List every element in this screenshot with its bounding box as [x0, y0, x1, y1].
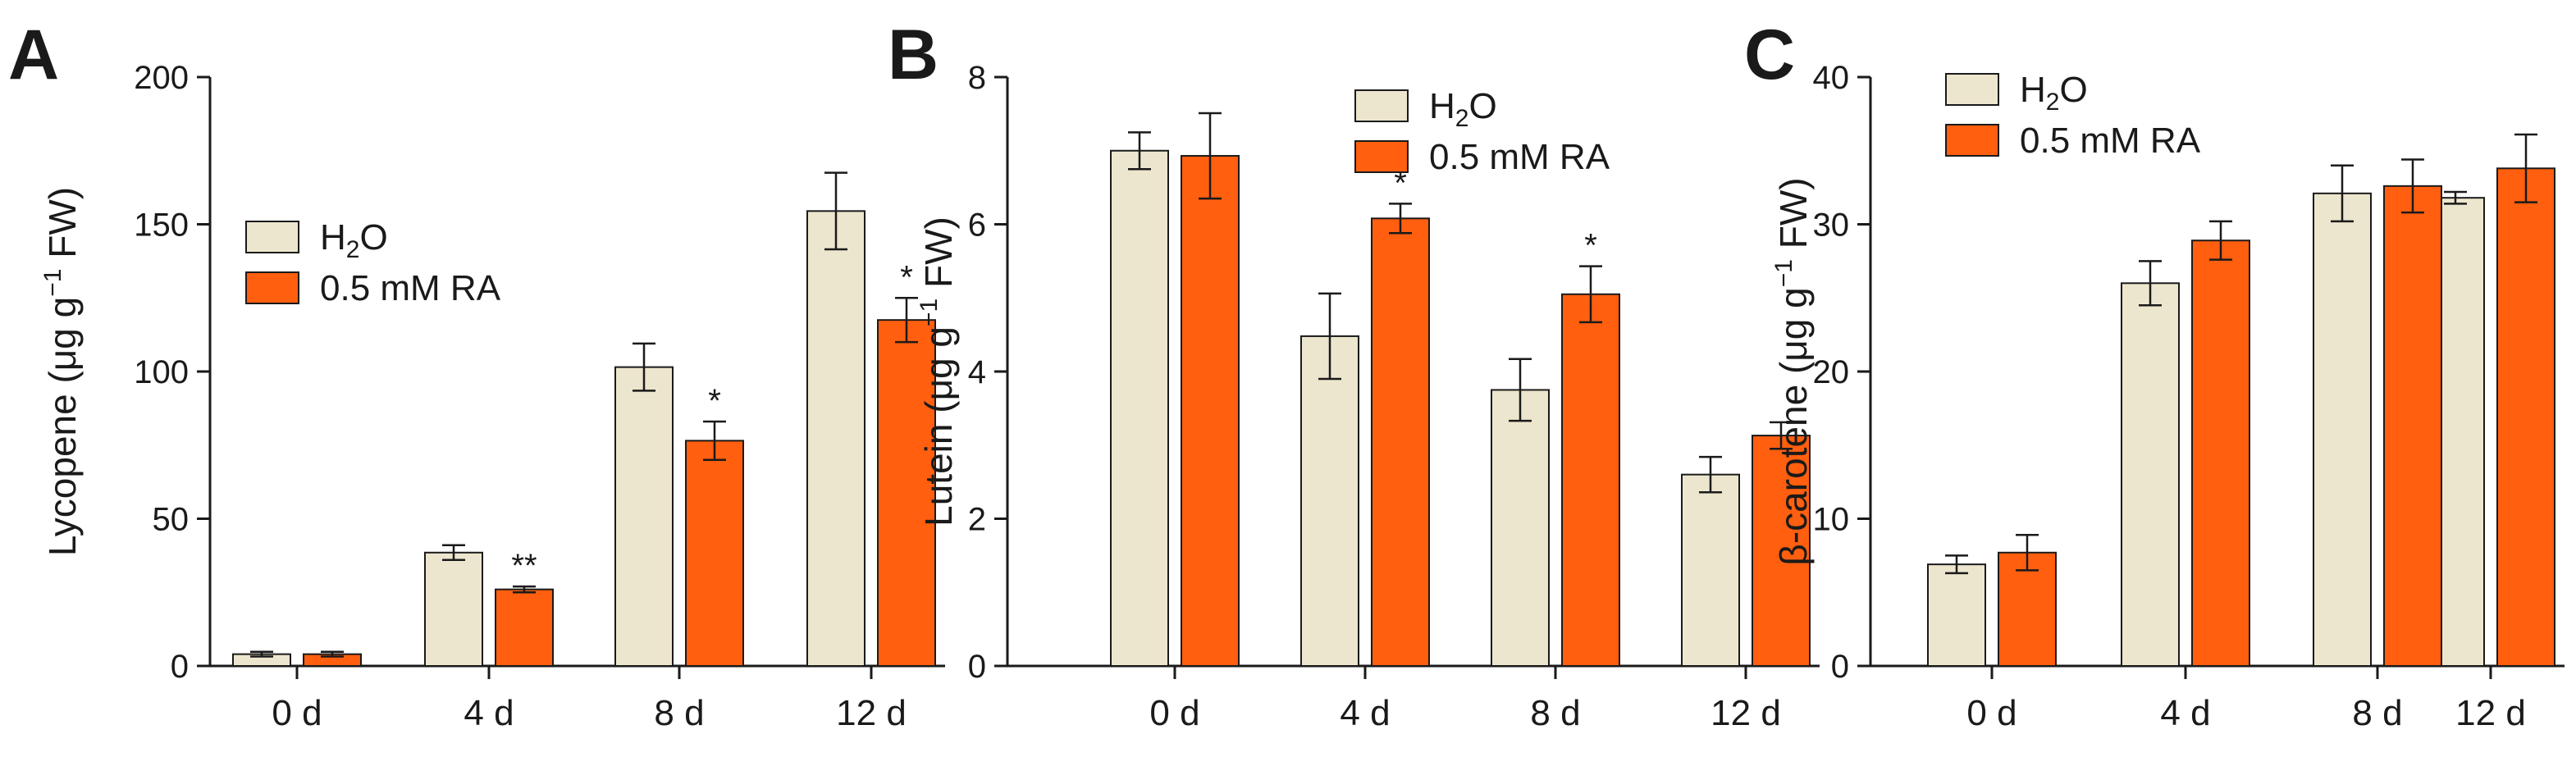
panel-letter: B — [888, 16, 939, 94]
y-tick-label: 6 — [968, 207, 986, 244]
legend-swatch-ra — [1354, 140, 1409, 173]
legend-h2o-end: O — [1468, 86, 1496, 126]
bar-ra — [2191, 239, 2250, 667]
significance-mark: * — [900, 259, 913, 295]
y-tick-label: 2 — [968, 502, 986, 538]
y-tick-label: 40 — [1813, 60, 1850, 96]
significance-mark: ** — [511, 548, 537, 584]
y-axis-label-close: FW) — [917, 217, 960, 299]
x-tick-label: 0 d — [272, 693, 322, 733]
y-tick-label: 200 — [134, 60, 189, 96]
y-axis-label: Lycopene (μg g−1 FW) — [39, 187, 84, 556]
x-tick-label: 12 d — [2455, 693, 2526, 733]
bar-h2o — [1681, 473, 1740, 668]
legend: H2O 0.5 mM RA — [245, 217, 501, 308]
legend-label-h2o: H2O — [1429, 86, 1497, 132]
bar-ra — [685, 440, 744, 667]
y-axis-label-sup: −1 — [916, 299, 943, 326]
y-axis-label-close: FW) — [1772, 177, 1815, 259]
bar-ra — [2383, 185, 2442, 667]
x-tick-label: 0 d — [1149, 693, 1199, 733]
y-axis-label-sup: −1 — [39, 269, 66, 297]
panel-c: C 0 10 20 30 40 0 d 4 d 8 d 12 d β-carotene (μg g−… — [1744, 16, 2565, 733]
legend-h2o-base: H — [320, 217, 346, 258]
panel-letter: A — [8, 16, 59, 94]
y-axis-label-unit: (μg g — [917, 326, 960, 424]
bar-h2o — [614, 366, 674, 667]
x-tick-label: 12 d — [836, 693, 907, 733]
bar-ra — [1371, 217, 1430, 667]
legend-h2o-sub: 2 — [2046, 89, 2060, 116]
legend-h2o-base: H — [1429, 86, 1455, 126]
legend-label-h2o: H2O — [320, 217, 388, 263]
y-tick-label: 150 — [134, 207, 189, 244]
significance-mark: * — [1394, 165, 1407, 201]
bar-ra — [2496, 167, 2555, 668]
legend-label-ra: 0.5 mM RA — [2020, 121, 2201, 161]
x-tick-label: 0 d — [1966, 693, 2016, 733]
legend-h2o-sub: 2 — [1455, 105, 1469, 132]
y-tick-label: 0 — [1831, 649, 1849, 685]
legend-label-h2o: H2O — [2020, 70, 2088, 116]
x-tick-label: 12 d — [1710, 693, 1781, 733]
y-tick-label: 30 — [1813, 207, 1850, 244]
legend-swatch-h2o — [1354, 89, 1409, 122]
bar-h2o — [1927, 563, 1986, 668]
bar-ra — [1181, 155, 1240, 668]
panel-letter: C — [1744, 16, 1795, 94]
bar-ra — [1561, 293, 1620, 667]
y-axis-label: β-carotene (μg g−1 FW) — [1770, 177, 1815, 565]
y-tick-label: 8 — [968, 60, 986, 96]
bar-h2o — [424, 551, 483, 667]
legend-h2o-sub: 2 — [346, 236, 360, 263]
significance-mark: * — [1584, 228, 1597, 264]
bar-ra — [495, 588, 554, 667]
x-tick-label: 8 d — [1530, 693, 1580, 733]
y-tick-label: 0 — [968, 649, 986, 685]
y-axis-label-main: Lutein — [917, 424, 960, 527]
legend-swatch-h2o — [1945, 73, 1999, 106]
legend-label-ra: 0.5 mM RA — [1429, 137, 1610, 177]
y-axis-label-sup: −1 — [1770, 259, 1797, 287]
y-axis-label-unit: (μg g — [1772, 287, 1815, 385]
y-axis-label-close: FW) — [41, 187, 84, 269]
bar-ra — [877, 319, 936, 667]
bar-ra — [1998, 551, 2057, 667]
x-tick-label: 4 d — [2160, 693, 2210, 733]
y-tick-label: 50 — [153, 502, 190, 538]
y-tick-label: 4 — [968, 354, 986, 390]
y-tick-label: 20 — [1813, 354, 1850, 390]
x-tick-label: 4 d — [1340, 693, 1390, 733]
legend-h2o-end: O — [2059, 70, 2087, 110]
y-tick-label: 10 — [1813, 502, 1850, 538]
bar-h2o — [2313, 192, 2372, 667]
y-axis-label: Lutein (μg g−1 FW) — [916, 217, 960, 527]
panel-a: A 0 50 100 150 200 0 d 4 d 8 d 12 d Lycopene (μg g… — [8, 16, 945, 733]
y-axis-label-main: β-carotene — [1772, 385, 1815, 566]
legend-label-ra: 0.5 mM RA — [320, 268, 501, 308]
x-tick-label: 8 d — [654, 693, 704, 733]
bar-h2o — [806, 210, 866, 668]
y-tick-label: 100 — [134, 354, 189, 390]
legend-h2o-base: H — [2020, 70, 2046, 110]
bar-ra — [1752, 435, 1811, 668]
x-tick-label: 8 d — [2352, 693, 2402, 733]
y-tick-label: 0 — [171, 649, 189, 685]
significance-mark: * — [708, 383, 721, 419]
legend: H2O 0.5 mM RA — [1354, 86, 1610, 177]
legend-swatch-h2o — [245, 221, 299, 253]
y-axis-label-main: Lycopene — [41, 394, 84, 556]
legend-h2o-end: O — [359, 217, 387, 258]
legend: H2O 0.5 mM RA — [1945, 70, 2201, 161]
bar-h2o — [1491, 389, 1550, 667]
x-tick-label: 4 d — [464, 693, 514, 733]
bar-h2o — [1300, 335, 1359, 667]
bar-h2o — [1110, 149, 1169, 667]
bar-h2o — [2121, 282, 2180, 667]
y-axis-label-unit: (μg g — [41, 297, 84, 394]
legend-swatch-ra — [245, 271, 299, 304]
legend-swatch-ra — [1945, 124, 1999, 157]
